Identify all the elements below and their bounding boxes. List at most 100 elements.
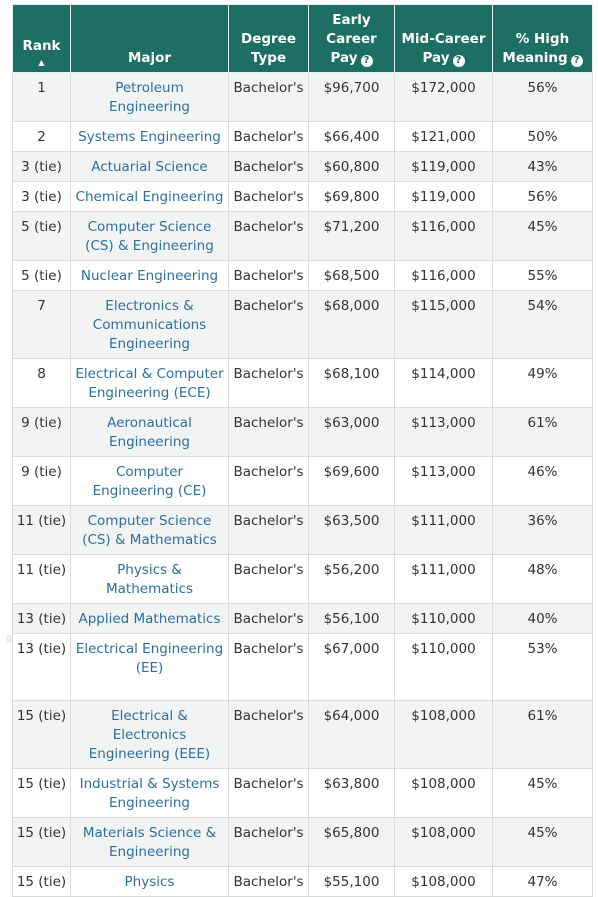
mid-career-pay-cell: $119,000 (394, 181, 493, 212)
major-link[interactable]: Industrial & Systems Engineering (70, 768, 229, 818)
mid-career-pay-cell: $113,000 (394, 456, 493, 506)
header-degree-label: Degree Type (241, 31, 296, 66)
early-career-pay-cell: $60,800 (308, 151, 395, 182)
high-meaning-cell: 46% (492, 456, 593, 506)
mid-career-pay-cell: $114,000 (394, 358, 493, 408)
degree-type-cell: Bachelor's (228, 505, 309, 555)
early-career-pay-cell: $67,000 (308, 633, 395, 701)
degree-type-cell: Bachelor's (228, 603, 309, 634)
rank-cell: 11 (tie) (12, 505, 71, 555)
major-link[interactable]: Electrical & Electronics Engineering (EE… (70, 700, 229, 769)
rank-cell: 7 (12, 290, 71, 359)
degree-type-cell: Bachelor's (228, 290, 309, 359)
major-link[interactable]: Electronics & Communications Engineering (70, 290, 229, 359)
early-career-pay-cell: $63,500 (308, 505, 395, 555)
major-link[interactable]: Computer Engineering (CE) (70, 456, 229, 506)
major-link[interactable]: Aeronautical Engineering (70, 407, 229, 457)
mid-career-pay-cell: $108,000 (394, 700, 493, 769)
header-mid-label: Mid-Career Pay (401, 31, 486, 66)
early-career-pay-cell: $63,800 (308, 768, 395, 818)
header-degree-type[interactable]: Degree Type (228, 4, 309, 73)
rank-cell: 13 (tie) (12, 633, 71, 701)
table-row: 15 (tie) Electrical & Electronics Enginee… (12, 700, 593, 769)
early-career-pay-cell: $56,200 (308, 554, 395, 604)
high-meaning-cell: 53% (492, 633, 593, 701)
major-link[interactable]: Physics & Mathematics (70, 554, 229, 604)
major-link[interactable]: Petroleum Engineering (70, 72, 229, 122)
header-rank[interactable]: Rank ▲ (12, 4, 71, 73)
table-row: 2 Systems Engineering Bachelor's $66,400 $12… (12, 121, 593, 152)
table-row: 8 Electrical & Computer Engineering (ECE)… (12, 358, 593, 408)
major-link[interactable]: Applied Mathematics (70, 603, 229, 634)
degree-type-cell: Bachelor's (228, 211, 309, 261)
rank-cell: 13 (tie) (12, 603, 71, 634)
question-circle-icon[interactable]: ? (452, 55, 465, 67)
table-row: 5 (tie) Computer Science (CS) & Engineeri… (12, 211, 593, 261)
header-mid-career-pay[interactable]: Mid-Career Pay? (394, 4, 493, 73)
major-link[interactable]: Actuarial Science (70, 151, 229, 182)
major-link[interactable]: Electrical Engineering (EE) (70, 633, 229, 701)
high-meaning-cell: 48% (492, 554, 593, 604)
mid-career-pay-cell: $116,000 (394, 260, 493, 291)
table-row: 11 (tie) Computer Science (CS) & Mathemat… (12, 505, 593, 555)
table-body: 1 Petroleum Engineering Bachelor's $96,700 $… (12, 72, 593, 897)
degree-type-cell: Bachelor's (228, 260, 309, 291)
high-meaning-cell: 61% (492, 700, 593, 769)
high-meaning-cell: 36% (492, 505, 593, 555)
major-link[interactable]: Nuclear Engineering (70, 260, 229, 291)
header-early-career-pay[interactable]: Early Career Pay? (308, 4, 395, 73)
high-meaning-cell: 56% (492, 72, 593, 122)
majors-salary-table: Rank ▲ Major Degree Type Early Career Pa… (12, 4, 593, 897)
table-row: 11 (tie) Physics & Mathematics Bachelor's $… (12, 554, 593, 604)
degree-type-cell: Bachelor's (228, 121, 309, 152)
header-high-meaning[interactable]: % High Meaning? (492, 4, 593, 73)
high-meaning-cell: 40% (492, 603, 593, 634)
table-row: 1 Petroleum Engineering Bachelor's $96,700 $… (12, 72, 593, 122)
degree-type-cell: Bachelor's (228, 72, 309, 122)
table-row: 7 Electronics & Communications Engineerin… (12, 290, 593, 359)
high-meaning-cell: 43% (492, 151, 593, 182)
mid-career-pay-cell: $119,000 (394, 151, 493, 182)
major-link[interactable]: Computer Science (CS) & Mathematics (70, 505, 229, 555)
mid-career-pay-cell: $110,000 (394, 633, 493, 701)
early-career-pay-cell: $68,000 (308, 290, 395, 359)
mid-career-pay-cell: $110,000 (394, 603, 493, 634)
rank-cell: 11 (tie) (12, 554, 71, 604)
early-career-pay-cell: $64,000 (308, 700, 395, 769)
major-link[interactable]: Physics (70, 866, 229, 897)
mid-career-pay-cell: $121,000 (394, 121, 493, 152)
rank-cell: 5 (tie) (12, 211, 71, 261)
header-major[interactable]: Major (70, 4, 229, 73)
table-row: 15 (tie) Industrial & Systems Engineering… (12, 768, 593, 818)
question-circle-icon[interactable]: ? (360, 55, 373, 67)
early-career-pay-cell: $69,800 (308, 181, 395, 212)
rank-cell: 5 (tie) (12, 260, 71, 291)
major-link[interactable]: Computer Science (CS) & Engineering (70, 211, 229, 261)
rank-cell: 1 (12, 72, 71, 122)
question-circle-icon[interactable]: ? (570, 55, 583, 67)
mid-career-pay-cell: $108,000 (394, 768, 493, 818)
sort-ascending-icon[interactable]: ▲ (38, 58, 45, 67)
degree-type-cell: Bachelor's (228, 633, 309, 701)
mid-career-pay-cell: $108,000 (394, 866, 493, 897)
major-link[interactable]: Systems Engineering (70, 121, 229, 152)
header-major-label: Major (127, 50, 172, 66)
high-meaning-cell: 56% (492, 181, 593, 212)
early-career-pay-cell: $56,100 (308, 603, 395, 634)
major-link[interactable]: Chemical Engineering (70, 181, 229, 212)
major-link[interactable]: Electrical & Computer Engineering (ECE) (70, 358, 229, 408)
rank-cell: 3 (tie) (12, 181, 71, 212)
degree-type-cell: Bachelor's (228, 151, 309, 182)
degree-type-cell: Bachelor's (228, 700, 309, 769)
high-meaning-cell: 45% (492, 768, 593, 818)
high-meaning-cell: 61% (492, 407, 593, 457)
header-rank-label: Rank (22, 38, 61, 54)
high-meaning-cell: 50% (492, 121, 593, 152)
degree-type-cell: Bachelor's (228, 866, 309, 897)
high-meaning-cell: 49% (492, 358, 593, 408)
rank-cell: 9 (tie) (12, 407, 71, 457)
mid-career-pay-cell: $172,000 (394, 72, 493, 122)
table-header: Rank ▲ Major Degree Type Early Career Pa… (12, 4, 593, 73)
table-row: 9 (tie) Computer Engineering (CE) Bachelor… (12, 456, 593, 506)
table-row: 13 (tie) Applied Mathematics Bachelor's $56… (12, 603, 593, 634)
